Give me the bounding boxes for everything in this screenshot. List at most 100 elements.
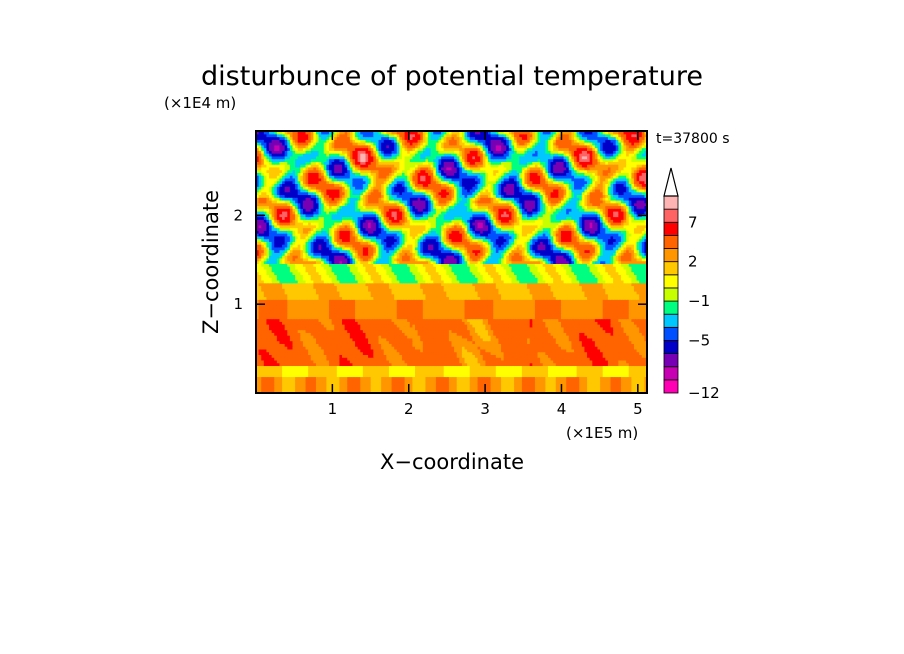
field-cell <box>477 307 481 311</box>
field-cell <box>448 301 453 306</box>
field-cell <box>511 379 515 383</box>
field-cell <box>263 321 268 325</box>
field-cell <box>323 370 327 375</box>
field-cell <box>485 340 489 344</box>
field-cell <box>352 381 356 386</box>
field-cell <box>292 379 296 383</box>
field-cell <box>501 318 505 322</box>
field-cell <box>628 351 632 355</box>
field-cell <box>362 307 367 311</box>
field-cell <box>527 357 531 361</box>
field-cell <box>446 348 450 353</box>
field-cell <box>448 359 453 364</box>
field-cell <box>399 326 403 331</box>
field-cell <box>498 390 502 393</box>
field-cell <box>412 357 416 361</box>
field-cell <box>282 390 286 393</box>
field-cell <box>574 387 578 391</box>
field-cell <box>506 357 510 361</box>
field-cell <box>615 324 619 328</box>
field-cell <box>407 351 411 355</box>
field-cell <box>313 321 317 325</box>
field-cell <box>584 343 588 347</box>
field-cell <box>305 343 309 347</box>
field-cell <box>404 304 408 309</box>
field-cell <box>633 307 638 311</box>
field-cell <box>620 324 625 328</box>
field-cell <box>636 354 640 358</box>
field-cell <box>349 351 354 355</box>
field-cell <box>342 370 346 375</box>
field-cell <box>527 310 531 314</box>
field-cell <box>383 381 387 386</box>
field-cell <box>508 301 513 306</box>
field-cell <box>633 318 638 322</box>
field-cell <box>313 376 317 380</box>
field-cell <box>279 343 283 347</box>
field-cell <box>318 301 322 306</box>
field-cell <box>532 326 536 331</box>
field-cell <box>628 318 632 322</box>
field-cell <box>587 384 591 389</box>
field-cell <box>519 379 523 383</box>
field-cell <box>404 324 408 328</box>
field-cell <box>383 337 387 342</box>
field-cell <box>613 329 617 333</box>
field-cell <box>482 329 486 333</box>
field-cell <box>524 357 528 361</box>
field-cell <box>592 324 596 328</box>
field-cell <box>368 315 372 320</box>
field-cell <box>506 384 510 389</box>
field-cell <box>485 348 489 353</box>
field-cell <box>289 376 294 380</box>
field-cell <box>482 370 486 375</box>
field-cell <box>352 373 356 378</box>
field-cell <box>527 348 531 353</box>
field-cell <box>620 384 625 389</box>
field-cell <box>461 346 466 350</box>
field-cell <box>469 301 473 306</box>
field-cell <box>271 335 275 339</box>
field-cell <box>459 384 463 389</box>
field-cell <box>373 337 377 342</box>
field-cell <box>574 337 578 342</box>
field-cell <box>553 315 557 320</box>
field-cell <box>336 307 341 311</box>
field-cell <box>308 381 312 386</box>
field-cell <box>430 381 434 386</box>
field-cell <box>521 387 526 391</box>
field-cell <box>477 332 481 336</box>
field-cell <box>310 346 314 350</box>
field-cell <box>568 373 573 378</box>
field-cell <box>631 326 635 331</box>
field-cell <box>263 324 268 328</box>
field-cell <box>467 351 471 355</box>
field-cell <box>516 351 520 355</box>
field-cell <box>587 354 591 358</box>
field-cell <box>469 343 473 347</box>
field-cell <box>540 373 544 378</box>
field-cell <box>487 368 492 372</box>
field-cell <box>454 324 458 328</box>
field-cell <box>386 324 390 328</box>
field-cell <box>378 324 382 328</box>
field-cell <box>428 304 432 309</box>
field-cell <box>594 307 599 311</box>
field-cell <box>441 301 445 306</box>
field-cell <box>636 357 640 361</box>
field-cell <box>589 390 593 393</box>
field-cell <box>568 332 573 336</box>
field-cell <box>326 368 330 372</box>
field-cell <box>370 340 374 344</box>
field-cell <box>342 304 346 309</box>
field-cell <box>373 351 377 355</box>
field-cell <box>355 301 359 306</box>
field-cell <box>451 326 455 331</box>
field-cell <box>568 346 573 350</box>
field-cell <box>388 335 393 339</box>
field-cell <box>490 329 494 333</box>
field-cell <box>386 387 390 391</box>
field-cell <box>365 326 369 331</box>
field-cell <box>537 357 541 361</box>
field-cell <box>328 324 333 328</box>
